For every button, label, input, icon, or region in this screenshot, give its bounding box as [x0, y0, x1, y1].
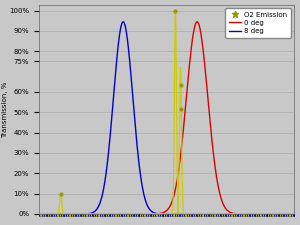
0 deg — [287, 213, 291, 215]
Line: 0 deg: 0 deg — [39, 22, 294, 214]
0 deg — [135, 213, 139, 215]
0 deg — [195, 20, 199, 23]
8 deg — [292, 213, 296, 215]
8 deg — [135, 142, 139, 145]
Line: 8 deg: 8 deg — [39, 22, 294, 214]
8 deg — [122, 20, 125, 23]
8 deg — [37, 213, 41, 215]
0 deg — [81, 213, 85, 215]
8 deg — [146, 205, 150, 208]
0 deg — [292, 213, 296, 215]
8 deg — [260, 213, 263, 215]
8 deg — [66, 213, 70, 215]
0 deg — [260, 213, 263, 215]
0 deg — [66, 213, 70, 215]
0 deg — [146, 213, 150, 215]
Y-axis label: Transmission, %: Transmission, % — [2, 82, 8, 138]
Legend: O2 Emission, 0 deg, 8 deg: O2 Emission, 0 deg, 8 deg — [225, 8, 290, 38]
8 deg — [81, 213, 85, 215]
8 deg — [287, 213, 291, 215]
0 deg — [37, 213, 41, 215]
